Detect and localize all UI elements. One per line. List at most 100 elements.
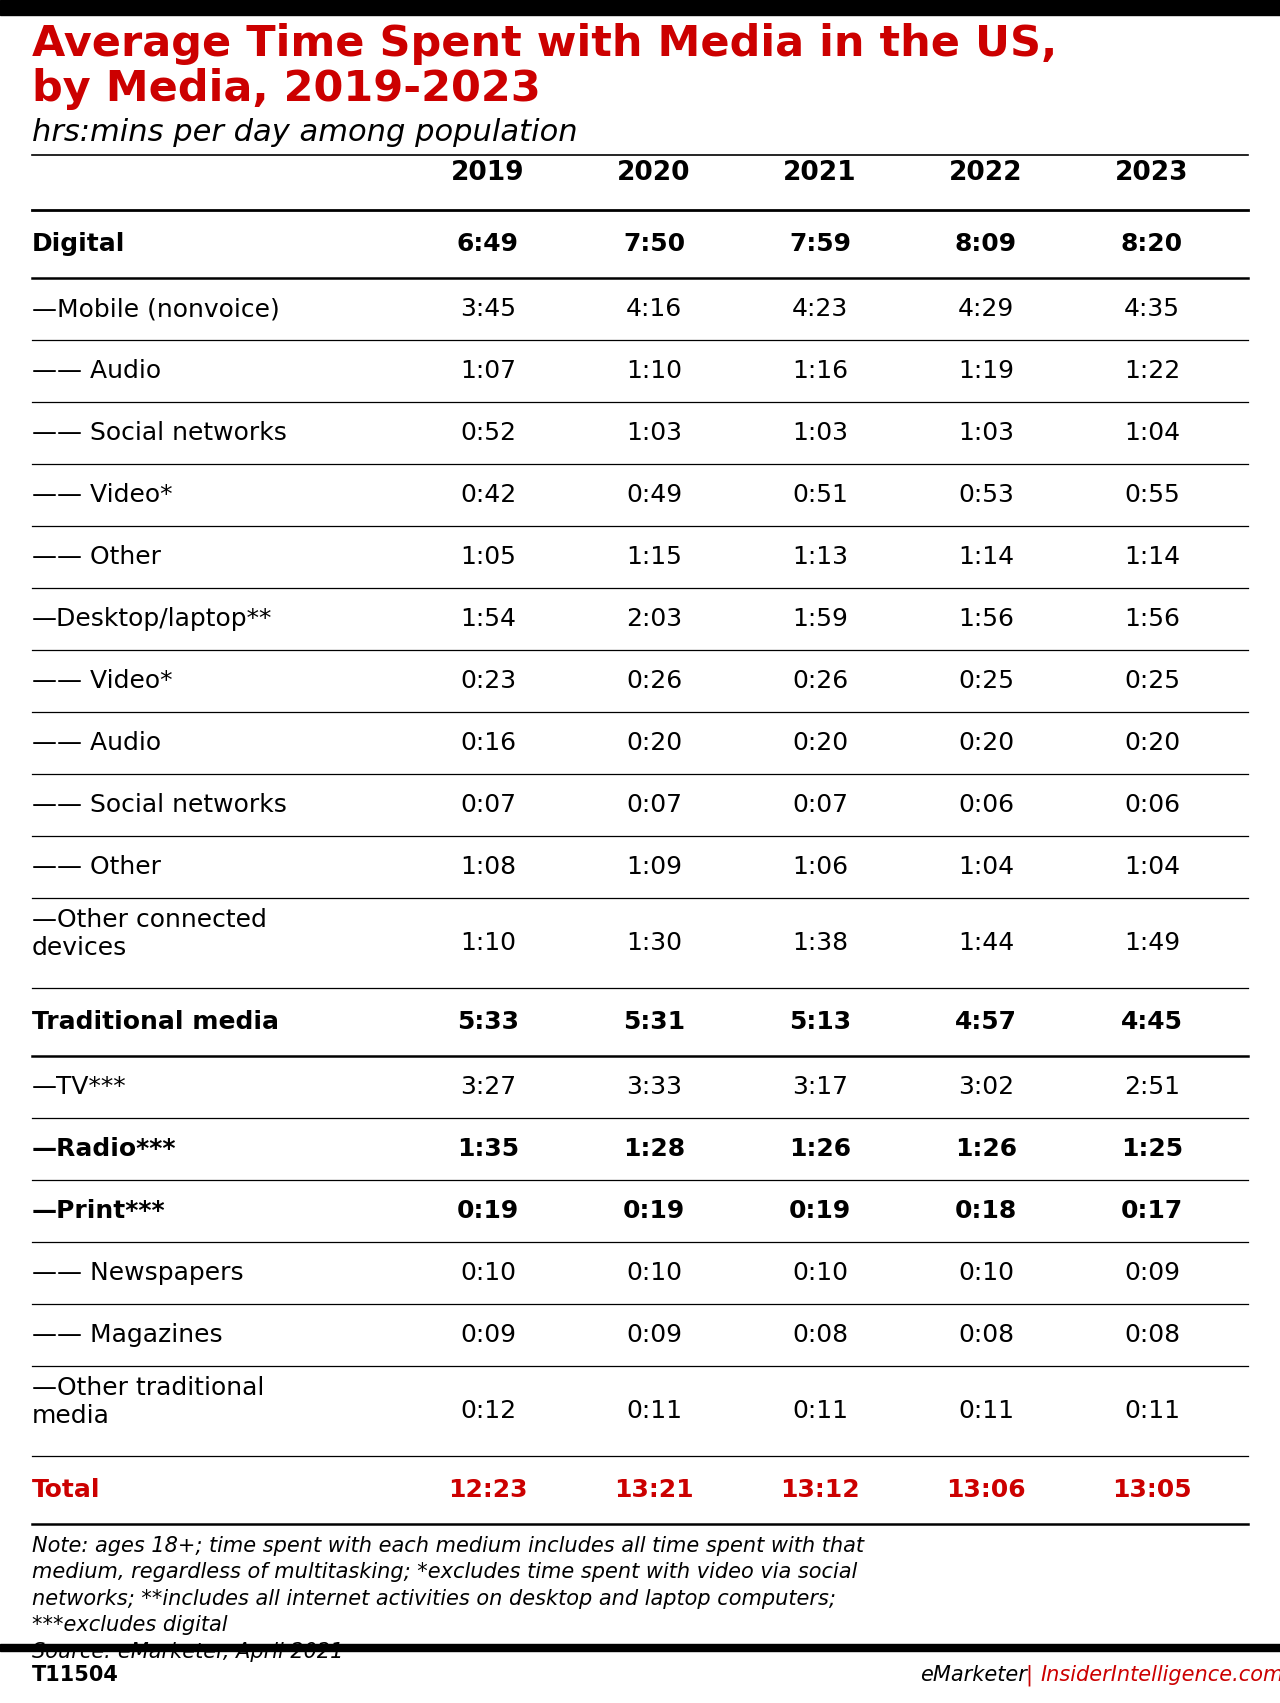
Text: 1:03: 1:03 (792, 421, 849, 444)
Text: hrs:mins per day among population: hrs:mins per day among population (32, 118, 577, 146)
Text: 1:09: 1:09 (626, 855, 682, 879)
Text: 0:06: 0:06 (1124, 794, 1180, 817)
Text: 1:59: 1:59 (792, 606, 847, 632)
Text: 0:23: 0:23 (460, 669, 516, 693)
Text: Digital: Digital (32, 232, 125, 255)
Text: 0:10: 0:10 (460, 1260, 516, 1286)
Text: 0:11: 0:11 (1124, 1398, 1180, 1424)
Text: 1:22: 1:22 (1124, 359, 1180, 383)
Text: 2022: 2022 (950, 160, 1023, 186)
Text: 7:50: 7:50 (623, 232, 685, 255)
Text: —— Audio: —— Audio (32, 731, 161, 754)
Text: —— Social networks: —— Social networks (32, 421, 287, 444)
Text: 0:19: 0:19 (623, 1199, 685, 1223)
Text: 1:08: 1:08 (460, 855, 516, 879)
Text: 1:05: 1:05 (460, 545, 516, 569)
Text: —Desktop/laptop**: —Desktop/laptop** (32, 606, 273, 632)
Text: 5:33: 5:33 (457, 1010, 518, 1034)
Text: 6:49: 6:49 (457, 232, 518, 255)
Text: 1:35: 1:35 (457, 1138, 520, 1161)
Bar (0, 0, 1280, 15)
Text: 0:10: 0:10 (957, 1260, 1014, 1286)
Text: —— Video*: —— Video* (32, 669, 173, 693)
Text: 0:10: 0:10 (626, 1260, 682, 1286)
Text: 3:27: 3:27 (460, 1075, 516, 1098)
Text: —— Other: —— Other (32, 545, 161, 569)
Text: 3:17: 3:17 (792, 1075, 849, 1098)
Text: —Radio***: —Radio*** (32, 1138, 177, 1161)
Text: 0:08: 0:08 (1124, 1323, 1180, 1347)
Text: 0:53: 0:53 (957, 484, 1014, 507)
Text: 0:09: 0:09 (460, 1323, 516, 1347)
Text: —— Newspapers: —— Newspapers (32, 1260, 243, 1286)
Text: 1:03: 1:03 (626, 421, 682, 444)
Text: 0:10: 0:10 (792, 1260, 849, 1286)
Bar (0, 1643, 1280, 1650)
Text: 1:13: 1:13 (792, 545, 849, 569)
Text: 4:29: 4:29 (957, 296, 1014, 320)
Text: 1:56: 1:56 (1124, 606, 1180, 632)
Text: 0:06: 0:06 (957, 794, 1014, 817)
Text: 3:33: 3:33 (626, 1075, 682, 1098)
Text: 3:02: 3:02 (957, 1075, 1014, 1098)
Text: 0:51: 0:51 (792, 484, 847, 507)
Text: 1:06: 1:06 (792, 855, 849, 879)
Text: —— Other: —— Other (32, 855, 161, 879)
Text: 1:15: 1:15 (626, 545, 682, 569)
Text: 0:07: 0:07 (792, 794, 849, 817)
Text: 1:38: 1:38 (792, 932, 849, 955)
Text: 1:25: 1:25 (1121, 1138, 1183, 1161)
Text: 4:16: 4:16 (626, 296, 682, 320)
Text: Average Time Spent with Media in the US,: Average Time Spent with Media in the US, (32, 24, 1057, 65)
Text: 0:55: 0:55 (1124, 484, 1180, 507)
Text: 0:19: 0:19 (788, 1199, 851, 1223)
Text: 0:12: 0:12 (460, 1398, 516, 1424)
Text: 7:59: 7:59 (788, 232, 851, 255)
Text: 0:17: 0:17 (1121, 1199, 1183, 1223)
Text: 0:42: 0:42 (460, 484, 516, 507)
Text: —Other traditional
media: —Other traditional media (32, 1376, 265, 1427)
Text: —— Audio: —— Audio (32, 359, 161, 383)
Text: 1:28: 1:28 (623, 1138, 685, 1161)
Text: Total: Total (32, 1478, 101, 1502)
Text: 1:14: 1:14 (957, 545, 1014, 569)
Text: 2020: 2020 (617, 160, 691, 186)
Text: 13:05: 13:05 (1112, 1478, 1192, 1502)
Text: —Print***: —Print*** (32, 1199, 165, 1223)
Text: 0:20: 0:20 (626, 731, 682, 754)
Text: 2023: 2023 (1115, 160, 1189, 186)
Text: Note: ages 18+; time spent with each medium includes all time spent with that
me: Note: ages 18+; time spent with each med… (32, 1536, 864, 1662)
Text: 0:07: 0:07 (626, 794, 682, 817)
Text: 5:31: 5:31 (623, 1010, 685, 1034)
Text: 0:08: 0:08 (957, 1323, 1014, 1347)
Text: 2:51: 2:51 (1124, 1075, 1180, 1098)
Text: 0:20: 0:20 (792, 731, 849, 754)
Text: 8:09: 8:09 (955, 232, 1018, 255)
Text: 1:04: 1:04 (957, 855, 1014, 879)
Text: 1:56: 1:56 (957, 606, 1014, 632)
Text: 2019: 2019 (451, 160, 525, 186)
Text: 12:23: 12:23 (448, 1478, 527, 1502)
Text: 0:16: 0:16 (460, 731, 516, 754)
Text: 3:45: 3:45 (460, 296, 516, 320)
Text: 1:14: 1:14 (1124, 545, 1180, 569)
Text: 4:57: 4:57 (955, 1010, 1018, 1034)
Text: 4:35: 4:35 (1124, 296, 1180, 320)
Text: 1:16: 1:16 (792, 359, 849, 383)
Text: 0:09: 0:09 (1124, 1260, 1180, 1286)
Text: 0:09: 0:09 (626, 1323, 682, 1347)
Text: 0:25: 0:25 (957, 669, 1014, 693)
Text: —TV***: —TV*** (32, 1075, 127, 1098)
Text: —Mobile (nonvoice): —Mobile (nonvoice) (32, 296, 280, 320)
Text: 0:19: 0:19 (457, 1199, 520, 1223)
Text: 4:23: 4:23 (792, 296, 849, 320)
Text: by Media, 2019-2023: by Media, 2019-2023 (32, 68, 540, 111)
Text: Traditional media: Traditional media (32, 1010, 279, 1034)
Text: 0:26: 0:26 (626, 669, 682, 693)
Text: 0:20: 0:20 (1124, 731, 1180, 754)
Text: —— Video*: —— Video* (32, 484, 173, 507)
Text: 1:30: 1:30 (626, 932, 682, 955)
Text: 4:45: 4:45 (1121, 1010, 1183, 1034)
Text: 2021: 2021 (783, 160, 856, 186)
Text: 1:04: 1:04 (1124, 855, 1180, 879)
